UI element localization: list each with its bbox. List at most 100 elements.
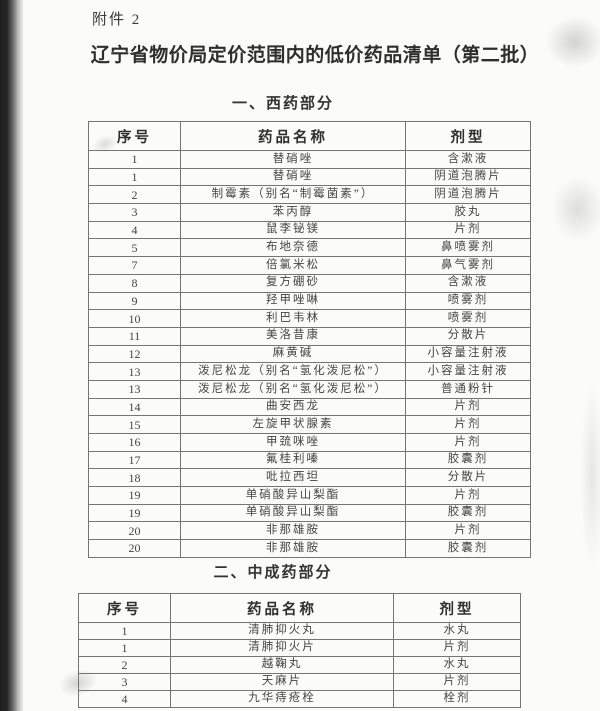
table-row: 14 曲安西龙 片剂 (88, 397, 531, 417)
cell-drug-name: 替硝唑 (180, 167, 406, 187)
cell-index: 13 (88, 379, 181, 399)
cell-dosage-form: 阴道泡腾片 (405, 185, 531, 205)
cell-dosage-form: 栓剂 (393, 690, 521, 708)
cell-drug-name: 制霉素（别名“制霉菌素”） (180, 185, 406, 205)
cell-index: 12 (88, 344, 181, 364)
cell-index: 11 (88, 326, 181, 346)
table-row: 16 甲巯咪唑 片剂 (88, 433, 531, 452)
table-row: 17 氟桂利嗪 胶囊剂 (88, 450, 531, 470)
cell-dosage-form: 片剂 (405, 397, 531, 417)
table-row: 1 替硝唑 含漱液 (88, 150, 531, 169)
cell-drug-name: 布地奈德 (180, 238, 406, 258)
cell-dosage-form: 喷雾剂 (405, 309, 531, 328)
table-row: 4 九华痔疮栓 栓剂 (78, 690, 521, 708)
cell-drug-name: 泼尼松龙（别名“氢化泼尼松”） (180, 362, 406, 381)
cell-dosage-form: 片剂 (405, 415, 531, 434)
table-row: 5 布地奈德 鼻喷雾剂 (88, 238, 531, 258)
cell-drug-name: 单硝酸异山梨酯 (180, 486, 406, 505)
cell-dosage-form: 阴道泡腾片 (405, 167, 531, 187)
table-row: 4 鼠李铋镁 片剂 (88, 220, 531, 240)
table-row: 20 非那雄胺 胶囊剂 (88, 539, 531, 558)
cell-drug-name: 非那雄胺 (180, 539, 406, 558)
cell-dosage-form: 胶囊剂 (405, 539, 531, 558)
cell-dosage-form: 胶丸 (405, 203, 531, 222)
cell-index: 20 (88, 539, 181, 558)
cell-dosage-form: 含漱液 (405, 150, 531, 169)
scan-edge-shadow (0, 0, 24, 711)
table-row: 12 麻黄碱 小容量注射液 (88, 344, 531, 364)
cell-index: 1 (88, 150, 181, 169)
table-row: 11 美洛昔康 分散片 (88, 326, 531, 346)
cell-dosage-form: 片剂 (393, 639, 521, 657)
cell-index: 5 (88, 238, 181, 258)
column-header-index: 序号 (78, 593, 171, 623)
cell-index: 7 (88, 256, 181, 275)
cell-index: 2 (78, 656, 171, 674)
cell-drug-name: 倍氯米松 (180, 256, 406, 275)
cell-index: 17 (88, 450, 181, 470)
cell-index: 13 (88, 362, 181, 381)
column-header-dosage-form: 剂型 (393, 593, 521, 623)
cell-drug-name: 左旋甲状腺素 (180, 415, 406, 434)
cell-drug-name: 清肺抑火丸 (170, 622, 394, 640)
cell-drug-name: 美洛昔康 (180, 326, 406, 346)
cell-index: 3 (78, 673, 171, 691)
cell-drug-name: 单硝酸异山梨酯 (180, 503, 406, 523)
table-row: 8 复方硼砂 含漱液 (88, 273, 531, 293)
cell-index: 10 (88, 309, 181, 328)
cell-dosage-form: 水丸 (393, 622, 521, 640)
cell-index: 2 (88, 185, 181, 205)
table-row: 1 清肺抑火片 片剂 (78, 639, 521, 657)
cell-dosage-form: 胶囊剂 (405, 450, 531, 470)
table-row: 3 苯丙醇 胶丸 (88, 203, 531, 222)
table-row: 1 清肺抑火丸 水丸 (78, 622, 521, 640)
column-header-index: 序号 (88, 121, 181, 151)
table-row: 10 利巴韦林 喷雾剂 (88, 309, 531, 328)
document-title: 辽宁省物价局定价范围内的低价药品清单（第二批） (90, 45, 540, 66)
cell-index: 4 (78, 690, 171, 708)
table-row: 9 羟甲唑啉 喷雾剂 (88, 291, 531, 311)
cell-index: 1 (78, 622, 171, 640)
table-row: 18 吡拉西坦 分散片 (88, 468, 531, 488)
cell-drug-name: 麻黄碱 (180, 344, 406, 364)
table-row: 2 越鞠丸 水丸 (78, 656, 521, 674)
table-header-row: 序号 药品名称 剂型 (78, 593, 521, 623)
section-heading-western-drugs: 一、西药部分 (231, 96, 334, 112)
column-header-dosage-form: 剂型 (405, 121, 531, 151)
cell-index: 3 (88, 203, 181, 222)
table-row: 1 替硝唑 阴道泡腾片 (88, 167, 531, 187)
column-header-drug-name: 药品名称 (170, 593, 394, 623)
cell-index: 18 (88, 468, 181, 488)
cell-index: 15 (88, 415, 181, 434)
cell-index: 19 (88, 503, 181, 523)
cell-dosage-form: 片剂 (405, 433, 531, 452)
cell-drug-name: 羟甲唑啉 (180, 291, 406, 311)
cell-dosage-form: 小容量注射液 (405, 362, 531, 381)
cell-dosage-form: 片剂 (405, 521, 531, 541)
table-header-row: 序号 药品名称 剂型 (88, 121, 531, 151)
table-row: 15 左旋甲状腺素 片剂 (88, 415, 531, 434)
cell-drug-name: 曲安西龙 (180, 397, 406, 417)
cell-index: 20 (88, 521, 181, 541)
table-row: 19 单硝酸异山梨酯 胶囊剂 (88, 503, 531, 523)
cell-dosage-form: 小容量注射液 (405, 344, 531, 364)
cell-drug-name: 天麻片 (170, 673, 394, 691)
cell-drug-name: 甲巯咪唑 (180, 433, 406, 452)
cell-drug-name: 鼠李铋镁 (180, 220, 406, 240)
table-row: 7 倍氯米松 鼻气雾剂 (88, 256, 531, 275)
cell-dosage-form: 水丸 (393, 656, 521, 674)
table-row: 2 制霉素（别名“制霉菌素”） 阴道泡腾片 (88, 185, 531, 205)
cell-dosage-form: 分散片 (405, 468, 531, 488)
cell-index: 4 (88, 220, 181, 240)
cell-drug-name: 越鞠丸 (170, 656, 394, 674)
cell-drug-name: 氟桂利嗪 (180, 450, 406, 470)
cell-dosage-form: 普通粉针 (405, 379, 531, 399)
cell-dosage-form: 鼻喷雾剂 (405, 238, 531, 258)
table-row: 13 泼尼松龙（别名“氢化泼尼松”） 普通粉针 (88, 379, 531, 399)
cell-dosage-form: 片剂 (405, 486, 531, 505)
cell-drug-name: 利巴韦林 (180, 309, 406, 328)
cell-drug-name: 吡拉西坦 (180, 468, 406, 488)
cell-dosage-form: 含漱液 (405, 273, 531, 293)
cell-index: 16 (88, 433, 181, 452)
cell-drug-name: 苯丙醇 (180, 203, 406, 222)
